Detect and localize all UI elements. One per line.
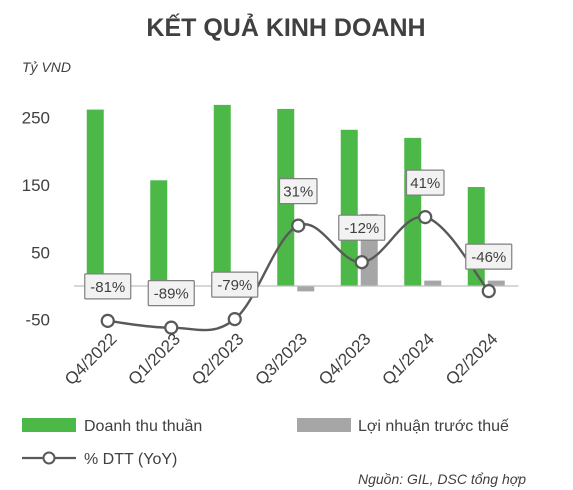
legend-label-yoy: % DTT (YoY) — [84, 451, 177, 468]
yoy-label-box — [465, 243, 513, 270]
legend-swatch-revenue — [22, 418, 76, 432]
yoy-label: 31% — [283, 184, 313, 201]
revenue-bar — [340, 129, 358, 286]
yoy-label-box — [338, 214, 386, 241]
yoy-point — [291, 218, 306, 233]
yoy-point — [164, 320, 179, 335]
profit-bar — [424, 280, 442, 286]
yoy-label: 41% — [410, 175, 440, 192]
yoy-point — [227, 312, 242, 327]
yoy-label-box — [278, 178, 318, 205]
yoy-point — [418, 210, 433, 225]
profit-bar — [487, 280, 505, 286]
yoy-line — [100, 210, 496, 335]
yoy-point — [481, 284, 496, 299]
yoy-label: -89% — [154, 286, 189, 303]
revenue-bar — [213, 104, 231, 287]
yoy-label: -46% — [471, 249, 506, 266]
unit-label: Tỷ VND — [22, 59, 71, 75]
x-tick-label: Q2/2024 — [442, 329, 502, 389]
revenue-bar — [86, 109, 104, 286]
y-tick-label: 50 — [31, 243, 50, 262]
yoy-label-box — [211, 271, 259, 298]
x-tick-label: Q4/2022 — [61, 329, 121, 389]
yoy-point — [354, 255, 369, 270]
y-tick-label: 250 — [22, 109, 50, 128]
yoy-label-box — [405, 169, 445, 196]
yoy-point — [100, 313, 115, 328]
yoy-label: -12% — [344, 220, 379, 237]
x-tick-label: Q4/2023 — [315, 329, 375, 389]
legend-label-profit: Lợi nhuận trước thuế — [358, 418, 509, 435]
x-tick-label: Q1/2023 — [125, 329, 185, 389]
yoy-labels: -81% -89% -79% 31% -12% 41% -46% — [84, 169, 513, 307]
profit-bar — [297, 286, 315, 292]
revenue-bar — [404, 137, 422, 286]
legend-marker-yoy — [42, 451, 56, 465]
revenue-bar — [150, 180, 168, 286]
source-note: Nguồn: GIL, DSC tổng hợp — [358, 471, 526, 487]
x-tick-label: Q1/2024 — [379, 329, 439, 389]
legend-swatch-profit — [297, 418, 351, 432]
chart-title: KẾT QUẢ KINH DOANH — [146, 12, 425, 42]
legend-label-revenue: Doanh thu thuần — [84, 418, 202, 435]
y-tick-label: -50 — [25, 311, 50, 330]
yoy-label: -81% — [90, 279, 125, 296]
x-axis: Q4/2022 Q1/2023 Q2/2023 Q3/2023 Q4/2023 Q1/20… — [61, 329, 502, 389]
y-axis: 250 150 50 -50 — [22, 109, 50, 330]
y-tick-label: 150 — [22, 176, 50, 195]
yoy-label-box — [84, 273, 132, 300]
yoy-label: -79% — [217, 277, 252, 294]
x-tick-label: Q2/2023 — [188, 329, 248, 389]
x-tick-label: Q3/2023 — [252, 329, 312, 389]
yoy-label-box — [147, 280, 195, 307]
legend: Doanh thu thuần Lợi nhuận trước thuế % D… — [22, 418, 509, 468]
